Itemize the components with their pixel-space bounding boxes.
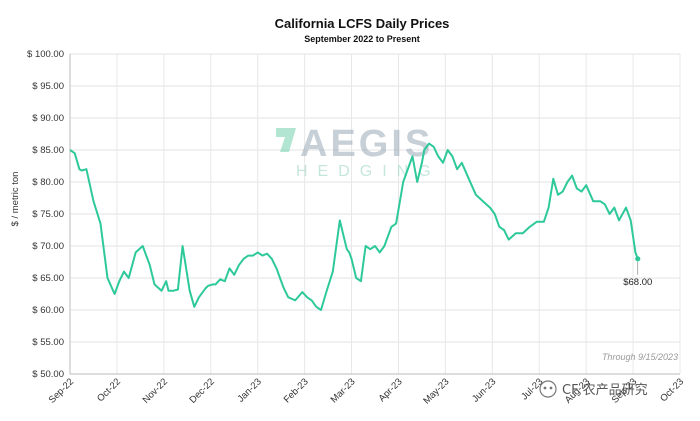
source-overlay-text: CF 农产品研究	[562, 383, 648, 398]
x-tick-label: Apr-23	[377, 376, 405, 404]
through-date-note: Through 9/15/2023	[602, 352, 678, 362]
y-tick-label: $ 60.00	[32, 305, 64, 316]
wechat-icon	[539, 380, 557, 398]
chart-title: California LCFS Daily Prices	[275, 16, 450, 31]
x-tick-label: Oct-23	[658, 376, 686, 404]
last-price-marker	[635, 256, 641, 262]
x-tick-label: Mar-23	[329, 376, 358, 405]
x-tick-label: Jan-23	[235, 376, 263, 404]
chart-subtitle: September 2022 to Present	[304, 34, 420, 44]
grid	[69, 53, 681, 375]
y-tick-label: $ 75.00	[32, 209, 64, 220]
y-tick-label: $ 65.00	[32, 273, 64, 284]
x-tick-label: Dec-22	[187, 376, 216, 405]
y-tick-label: $ 85.00	[32, 145, 64, 156]
x-tick-label: May-23	[421, 376, 451, 406]
y-axis-label: $ / metric ton	[10, 172, 21, 227]
watermark-brand: AEGIS	[300, 123, 433, 165]
last-price-annotation: $68.00	[623, 277, 652, 288]
y-tick-label: $ 50.00	[32, 369, 64, 380]
series-line	[69, 142, 639, 311]
y-tick-label: $ 80.00	[32, 177, 64, 188]
wechat-icon-dot-2	[549, 386, 553, 390]
y-tick-label: $ 100.00	[27, 49, 64, 60]
aegis-watermark: AEGIS HEDGING	[276, 123, 441, 180]
aegis-logo-icon	[276, 128, 296, 152]
x-tick-label: Nov-22	[141, 376, 170, 405]
wechat-source-overlay: CF 农产品研究	[539, 380, 648, 398]
watermark-sub: HEDGING	[296, 163, 441, 180]
y-tick-label: $ 55.00	[32, 337, 64, 348]
x-tick-label: Sep-22	[47, 376, 76, 405]
x-tick-label: Feb-23	[282, 376, 311, 405]
x-tick-label: Jun-23	[470, 376, 498, 404]
y-axis-ticks: $ 50.00 $ 55.00 $ 60.00 $ 65.00 $ 70.00 $ 75.…	[27, 49, 64, 380]
x-tick-label: Jul-23	[519, 376, 545, 402]
y-tick-label: $ 90.00	[32, 113, 64, 124]
y-tick-label: $ 70.00	[32, 241, 64, 252]
x-tick-label: Oct-22	[95, 376, 123, 404]
wechat-icon-dot	[543, 386, 547, 390]
y-tick-label: $ 95.00	[32, 81, 64, 92]
